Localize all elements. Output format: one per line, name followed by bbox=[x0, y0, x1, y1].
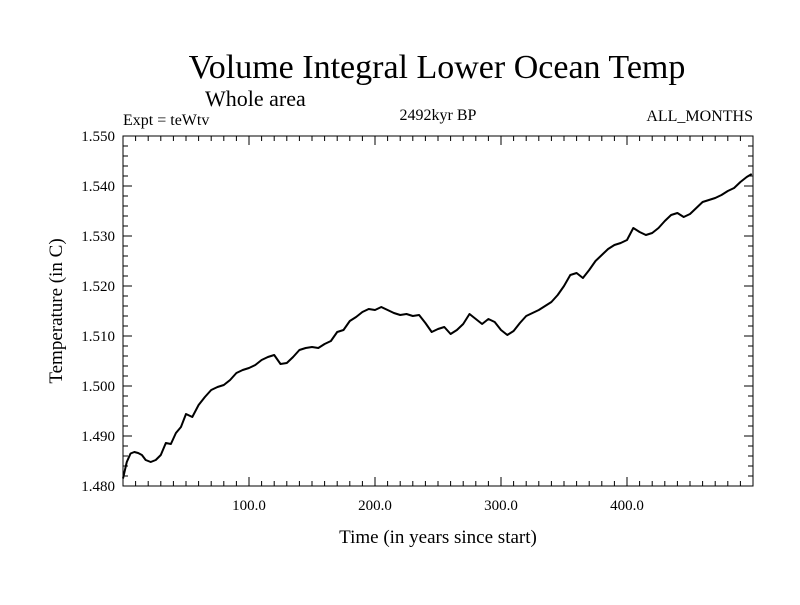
x-tick-label: 100.0 bbox=[232, 498, 266, 514]
chart-title: Volume Integral Lower Ocean Temp bbox=[189, 49, 686, 86]
period-label: 2492kyr BP bbox=[400, 107, 477, 124]
y-axis-label: Temperature (in C) bbox=[46, 238, 67, 383]
y-tick-label: 1.500 bbox=[81, 379, 115, 395]
y-axis: 1.480 1.490 1.500 1.510 1.520 1.530 1.540 1.550 bbox=[81, 129, 753, 495]
y-tick-label: 1.520 bbox=[81, 279, 115, 295]
series-line-teWtv bbox=[122, 173, 753, 479]
chart-subtitle: Whole area bbox=[205, 86, 306, 111]
y-tick-label: 1.510 bbox=[81, 329, 115, 345]
x-tick-label: 300.0 bbox=[484, 498, 518, 514]
x-axis-label: Time (in years since start) bbox=[339, 527, 537, 548]
plot-frame bbox=[122, 135, 754, 487]
y-tick-label: 1.490 bbox=[81, 429, 115, 445]
y-tick-label: 1.480 bbox=[81, 479, 115, 495]
y-tick-label: 1.530 bbox=[81, 229, 115, 245]
months-label: ALL_MONTHS bbox=[646, 108, 753, 125]
plot-area bbox=[122, 173, 753, 479]
experiment-label: Expt = teWtv bbox=[123, 112, 209, 129]
x-axis: 100.0 200.0 300.0 400.0 bbox=[135, 136, 741, 514]
x-tick-label: 200.0 bbox=[358, 498, 392, 514]
y-tick-label: 1.550 bbox=[81, 129, 115, 145]
y-tick-label: 1.540 bbox=[81, 179, 115, 195]
x-tick-label: 400.0 bbox=[610, 498, 644, 514]
